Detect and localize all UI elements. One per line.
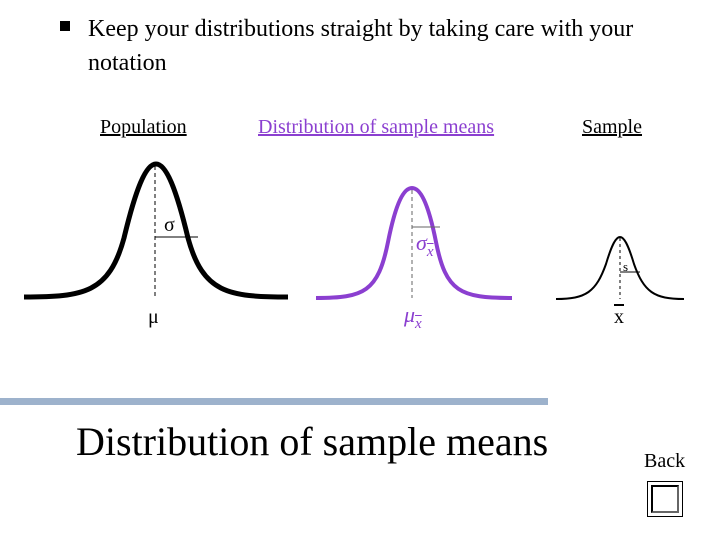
population-curve-plot [24,158,288,300]
sample-curve [556,235,684,300]
sampling-curve-plot [316,185,512,300]
back-button[interactable] [647,481,683,517]
sigma-xbar-symbol: σx [416,230,434,260]
mu-symbol: μ [148,306,159,328]
sampling-curve [316,185,512,300]
square-button-icon [651,485,679,513]
population-label: Population [100,116,187,138]
bullet-square-icon [60,21,70,31]
population-curve [24,161,288,300]
sample-curve-plot [556,232,684,302]
s-symbol: s [623,259,629,274]
xbar-symbol: x [614,306,624,328]
section-divider [0,398,548,405]
sampling-distribution-label: Distribution of sample means [258,116,495,138]
sample-label: Sample [582,116,642,138]
back-label: Back [644,450,686,472]
bullet-text: Keep your distributions straight by taki… [88,16,634,76]
slide-title: Distribution of sample means [76,419,549,464]
sigma-symbol: σ [164,214,175,236]
mu-xbar-symbol: μx [404,302,422,332]
